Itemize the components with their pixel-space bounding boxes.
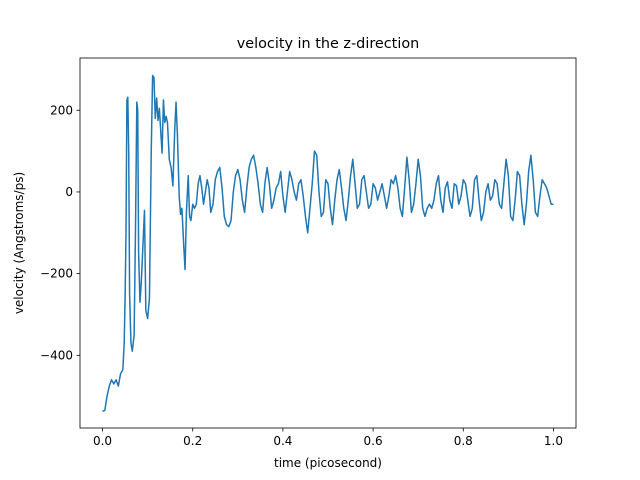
y-tick-label: 0 — [65, 185, 73, 199]
y-axis-label: velocity (Angstroms/ps) — [12, 172, 26, 314]
x-tick-label: 0.0 — [93, 434, 112, 448]
x-tick-label: 0.6 — [364, 434, 383, 448]
axes-frame — [79, 57, 577, 429]
y-tick-label: −400 — [40, 348, 73, 362]
data-line — [102, 74, 554, 412]
chart-title: velocity in the z-direction — [237, 36, 420, 52]
y-tick-label: −200 — [40, 267, 73, 281]
y-tick-label: 200 — [50, 103, 73, 117]
x-tick-label: 1.0 — [544, 434, 563, 448]
x-tick-label: 0.8 — [454, 434, 473, 448]
x-tick-label: 0.4 — [273, 434, 292, 448]
x-axis-label: time (picosecond) — [274, 456, 382, 470]
x-tick-label: 0.2 — [183, 434, 202, 448]
